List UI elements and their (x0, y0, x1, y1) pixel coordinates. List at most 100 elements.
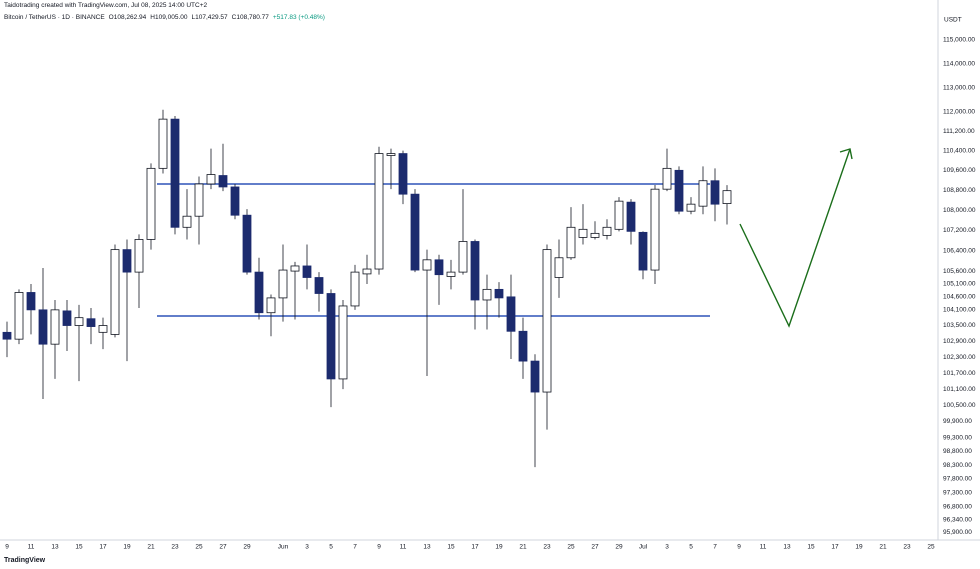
x-tick-label: 23 (543, 544, 551, 551)
candle-body (266, 297, 276, 314)
candle-body (314, 277, 324, 294)
x-tick-label: 3 (665, 544, 669, 551)
x-tick-label: 5 (329, 544, 333, 551)
y-tick-label: 99,900.00 (943, 418, 972, 425)
candle-body (146, 167, 156, 240)
candle-body (290, 265, 300, 272)
candle-body (182, 215, 192, 228)
x-tick-label: 11 (28, 544, 35, 551)
y-tick-label: 105,100.00 (943, 281, 976, 288)
candle-body (134, 239, 144, 273)
x-tick-label: 9 (5, 544, 9, 551)
x-tick-label: 17 (99, 544, 107, 551)
y-tick-label: 112,000.00 (943, 108, 975, 115)
candle-body (722, 190, 732, 204)
candle-body (542, 249, 552, 393)
x-tick-label: Jul (639, 544, 648, 551)
candle-body (566, 226, 576, 259)
x-tick-label: 13 (51, 544, 59, 551)
x-tick-label: 7 (713, 544, 717, 551)
candle-body (698, 180, 708, 207)
candle-body (482, 288, 492, 301)
candle-body (206, 174, 216, 185)
x-tick-label: 7 (353, 544, 357, 551)
candle-body (254, 271, 264, 314)
brand: TradingView (4, 557, 46, 564)
x-tick-label: 3 (305, 544, 309, 551)
candle-body (122, 249, 132, 273)
candle-body (302, 265, 312, 278)
y-tick-label: 108,000.00 (943, 207, 976, 214)
candle-body (710, 180, 720, 205)
y-tick-label: 102,900.00 (943, 338, 976, 345)
x-tick-label: 17 (831, 544, 839, 551)
candle-body (494, 288, 504, 299)
candle-body (350, 271, 360, 307)
candle-body (446, 271, 456, 277)
projection-arrow (739, 148, 851, 328)
candle-body (470, 241, 480, 301)
y-tick-label: 98,800.00 (943, 448, 972, 455)
price-unit: USDT (944, 17, 962, 24)
candle-body (398, 153, 408, 195)
x-tick-label: 11 (400, 544, 407, 551)
candle-body (662, 167, 672, 190)
candle-body (422, 259, 432, 271)
candle-body (86, 318, 96, 327)
y-tick-label: 106,400.00 (943, 247, 976, 254)
legend-low: L107,429.57 (191, 14, 228, 21)
candle-body (506, 296, 516, 332)
candle-body (74, 317, 84, 326)
x-tick-label: 15 (447, 544, 455, 551)
y-tick-label: 96,800.00 (943, 504, 972, 511)
y-tick-label: 107,200.00 (943, 227, 976, 234)
x-tick-label: 23 (903, 544, 911, 551)
candle-body (26, 292, 36, 311)
candles (2, 109, 732, 468)
y-tick-label: 97,800.00 (943, 476, 972, 483)
x-tick-label: 23 (171, 544, 179, 551)
x-tick-label: 29 (615, 544, 623, 551)
x-tick-label: 21 (147, 544, 155, 551)
candle-body (14, 292, 24, 340)
legend-change: +517.83 (+0.48%) (272, 14, 325, 21)
candle-body (338, 305, 348, 380)
x-tick-label: 11 (760, 544, 767, 551)
y-tick-label: 102,300.00 (943, 354, 976, 361)
x-tick-label: 27 (219, 544, 227, 551)
x-tick-label: 25 (195, 544, 203, 551)
candle-body (578, 228, 588, 238)
candle-body (674, 169, 684, 212)
symbol-title: Bitcoin / TetherUS · 1D · BINANCE (4, 14, 105, 21)
y-tick-label: 110,400.00 (943, 147, 975, 154)
y-tick-label: 98,300.00 (943, 462, 972, 469)
candle-body (218, 175, 228, 188)
y-tick-label: 104,100.00 (943, 307, 976, 314)
candle-body (458, 241, 468, 273)
x-tick-label: 15 (75, 544, 83, 551)
y-tick-label: 99,300.00 (943, 434, 972, 441)
candle-body (62, 310, 72, 326)
candle-body (374, 153, 384, 270)
candle-body (38, 309, 48, 345)
y-tick-label: 101,100.00 (943, 386, 976, 393)
y-tick-label: 114,000.00 (943, 60, 975, 67)
candle-body (554, 257, 564, 278)
x-tick-label: 19 (855, 544, 863, 551)
y-tick-label: 96,340.00 (943, 517, 972, 524)
x-tick-label: 15 (807, 544, 815, 551)
y-tick-label: 97,300.00 (943, 490, 972, 497)
x-tick-label: 25 (567, 544, 575, 551)
x-tick-label: 27 (591, 544, 599, 551)
candle-body (50, 309, 60, 345)
candle-body (362, 268, 372, 275)
x-tick-label: 29 (243, 544, 251, 551)
candle-body (326, 293, 336, 380)
candle-body (614, 200, 624, 230)
legend-open: O108,262.94 (108, 14, 147, 21)
candle-body (590, 232, 600, 238)
x-tick-label: 5 (689, 544, 693, 551)
candle-body (158, 118, 168, 169)
candle-body (386, 153, 396, 156)
x-tick-label: 9 (737, 544, 741, 551)
